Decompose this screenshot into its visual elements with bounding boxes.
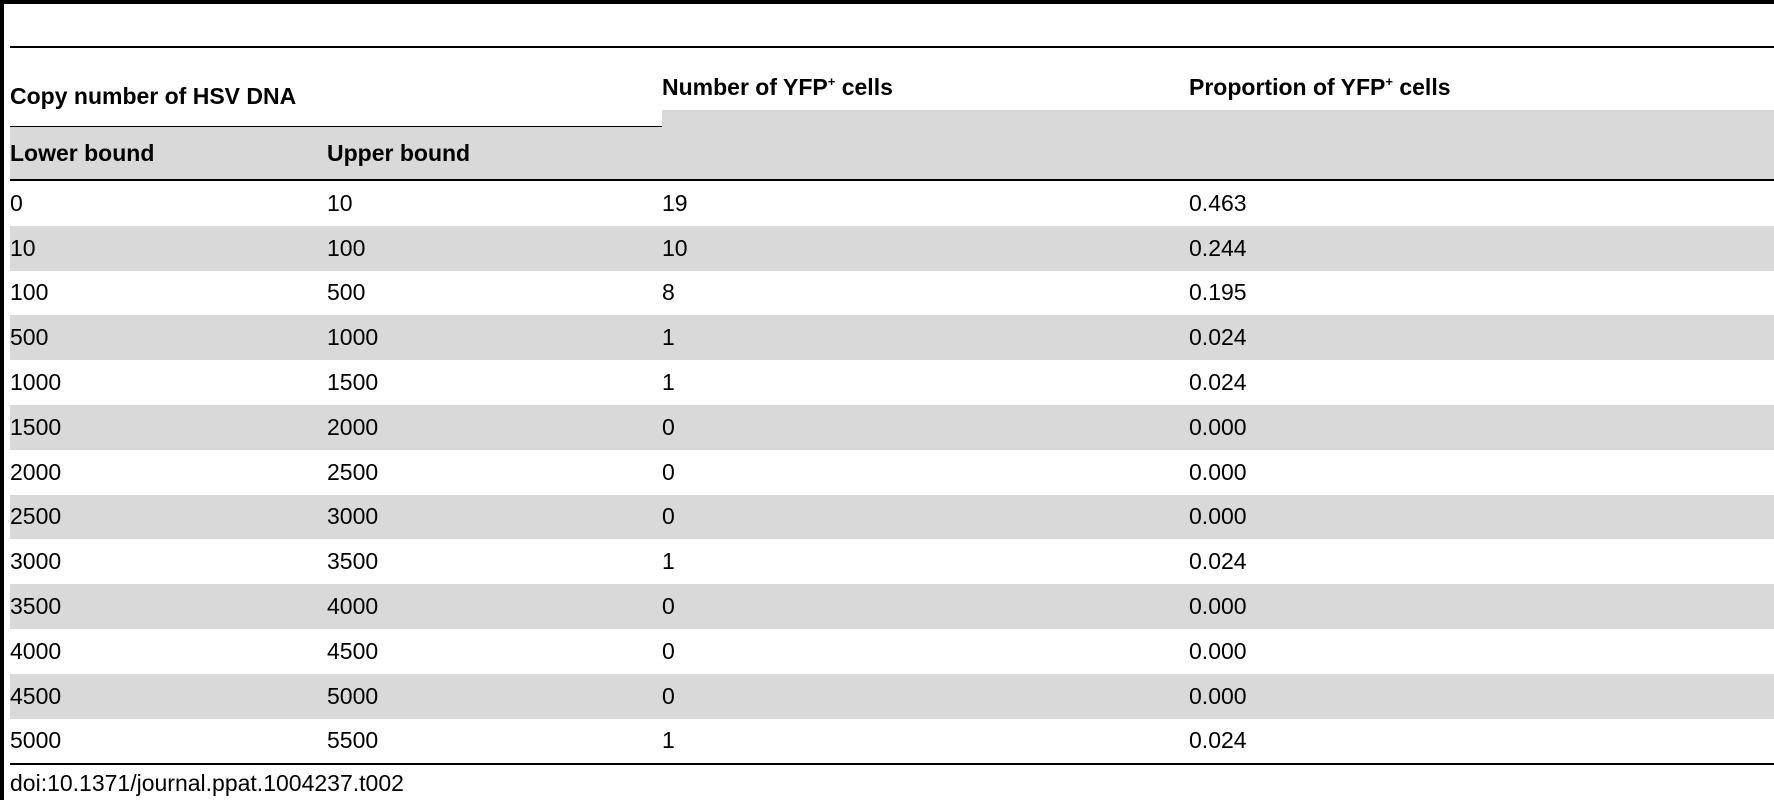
cell-lower-bound: 4500 [10, 673, 327, 719]
cell-proportion-yfp: 0.000 [1189, 637, 1247, 664]
data-table: Copy number of HSV DNA Number of YFP+ ce… [10, 46, 1774, 766]
top-border-rule [0, 0, 1774, 4]
cell-proportion-yfp: 0.024 [1189, 315, 1774, 361]
cell-number-yfp: 1 [662, 369, 675, 396]
cell-lower-bound: 0 [10, 189, 23, 216]
table-row: 10 100 10 0.244 [10, 225, 1774, 271]
cell-upper-bound: 4500 [327, 637, 379, 664]
header-proportion-yfp-cells: Proportion of YFP+ cells [1189, 46, 1774, 181]
header-row-bounds: Lower bound Upper bound [10, 126, 1774, 181]
cell-lower-bound: 500 [10, 315, 327, 361]
cell-number-yfp: 19 [662, 189, 688, 216]
left-border-rule [0, 0, 4, 800]
header-number-yfp-cells: Number of YFP+ cells [662, 46, 1190, 181]
header-proportion-prefix: Proportion of YFP [1189, 74, 1386, 100]
cell-number-yfp: 10 [662, 225, 1190, 271]
header-copy-number-group: Copy number of HSV DNA [10, 46, 663, 127]
cell-proportion-yfp: 0.024 [1189, 369, 1247, 396]
doi-footer: doi:10.1371/journal.ppat.1004237.t002 [10, 770, 404, 796]
cell-upper-bound: 100 [327, 225, 663, 271]
cell-upper-bound: 4000 [327, 584, 663, 629]
cell-upper-bound: 5500 [327, 718, 663, 766]
header-number-sup: + [827, 74, 836, 89]
header-proportion-sup: + [1385, 74, 1393, 89]
cell-lower-bound: 5000 [10, 718, 327, 766]
table-header: Copy number of HSV DNA Number of YFP+ ce… [10, 46, 1774, 181]
cell-proportion-yfp: 0.024 [1189, 718, 1774, 766]
table-row: 4000 4500 0 0.000 [10, 629, 1774, 674]
cell-lower-bound: 1500 [10, 404, 327, 450]
cell-lower-bound: 100 [10, 279, 49, 306]
cell-proportion-yfp: 0.024 [1189, 548, 1247, 575]
cell-number-yfp: 8 [662, 279, 675, 306]
table-row: 0 10 19 0.463 [10, 180, 1774, 226]
table-row: 2500 3000 0 0.000 [10, 494, 1774, 540]
cell-proportion-yfp: 0.000 [1189, 673, 1774, 719]
cell-lower-bound: 2500 [10, 494, 327, 540]
cell-proportion-yfp: 0.463 [1189, 189, 1247, 216]
cell-number-yfp: 0 [662, 494, 1190, 540]
cell-upper-bound: 1000 [327, 315, 663, 361]
cell-number-yfp: 1 [662, 548, 675, 575]
cell-proportion-yfp: 0.000 [1189, 458, 1247, 485]
header-number-suffix: cells [835, 74, 893, 100]
table-body: 0 10 19 0.463 10 100 10 0.244 100 500 8 0.195 500 100… [10, 180, 1774, 766]
cell-number-yfp: 1 [662, 315, 1190, 361]
cell-upper-bound: 500 [327, 279, 366, 306]
table-row: 2000 2500 0 0.000 [10, 450, 1774, 495]
cell-upper-bound: 2500 [327, 458, 379, 485]
cell-lower-bound: 3000 [10, 548, 62, 575]
header-number-prefix: Number of YFP [662, 74, 828, 100]
table-row: 5000 5500 1 0.024 [10, 718, 1774, 766]
table-row: 3000 3500 1 0.024 [10, 539, 1774, 584]
cell-upper-bound: 3500 [327, 548, 379, 575]
cell-lower-bound: 4000 [10, 637, 62, 664]
table-row: 500 1000 1 0.024 [10, 315, 1774, 361]
table-row: 1500 2000 0 0.000 [10, 404, 1774, 450]
header-lower-bound: Lower bound [10, 126, 327, 181]
table-row: 4500 5000 0 0.000 [10, 673, 1774, 719]
table-row: 3500 4000 0 0.000 [10, 584, 1774, 629]
header-proportion-suffix: cells [1392, 74, 1451, 100]
cell-proportion-yfp: 0.000 [1189, 494, 1774, 540]
cell-proportion-yfp: 0.000 [1189, 584, 1774, 629]
cell-lower-bound: 10 [10, 225, 327, 271]
table-row: 1000 1500 1 0.024 [10, 360, 1774, 405]
cell-lower-bound: 2000 [10, 458, 62, 485]
header-upper-bound: Upper bound [327, 126, 663, 181]
cell-lower-bound: 3500 [10, 584, 327, 629]
cell-upper-bound: 10 [327, 189, 353, 216]
table-row: 100 500 8 0.195 [10, 271, 1774, 316]
cell-number-yfp: 0 [662, 404, 1190, 450]
cell-number-yfp: 0 [662, 584, 1190, 629]
data-table-container: Copy number of HSV DNA Number of YFP+ ce… [10, 46, 1774, 766]
header-row-group: Copy number of HSV DNA Number of YFP+ ce… [10, 46, 1774, 181]
cell-upper-bound: 5000 [327, 673, 663, 719]
cell-proportion-yfp: 0.000 [1189, 404, 1774, 450]
cell-upper-bound: 2000 [327, 404, 663, 450]
cell-lower-bound: 1000 [10, 369, 62, 396]
cell-proportion-yfp: 0.244 [1189, 225, 1774, 271]
cell-number-yfp: 0 [662, 637, 675, 664]
cell-upper-bound: 3000 [327, 494, 663, 540]
cell-number-yfp: 1 [662, 718, 1190, 766]
cell-upper-bound: 1500 [327, 369, 379, 396]
cell-number-yfp: 0 [662, 458, 675, 485]
cell-number-yfp: 0 [662, 673, 1190, 719]
cell-proportion-yfp: 0.195 [1189, 279, 1247, 306]
